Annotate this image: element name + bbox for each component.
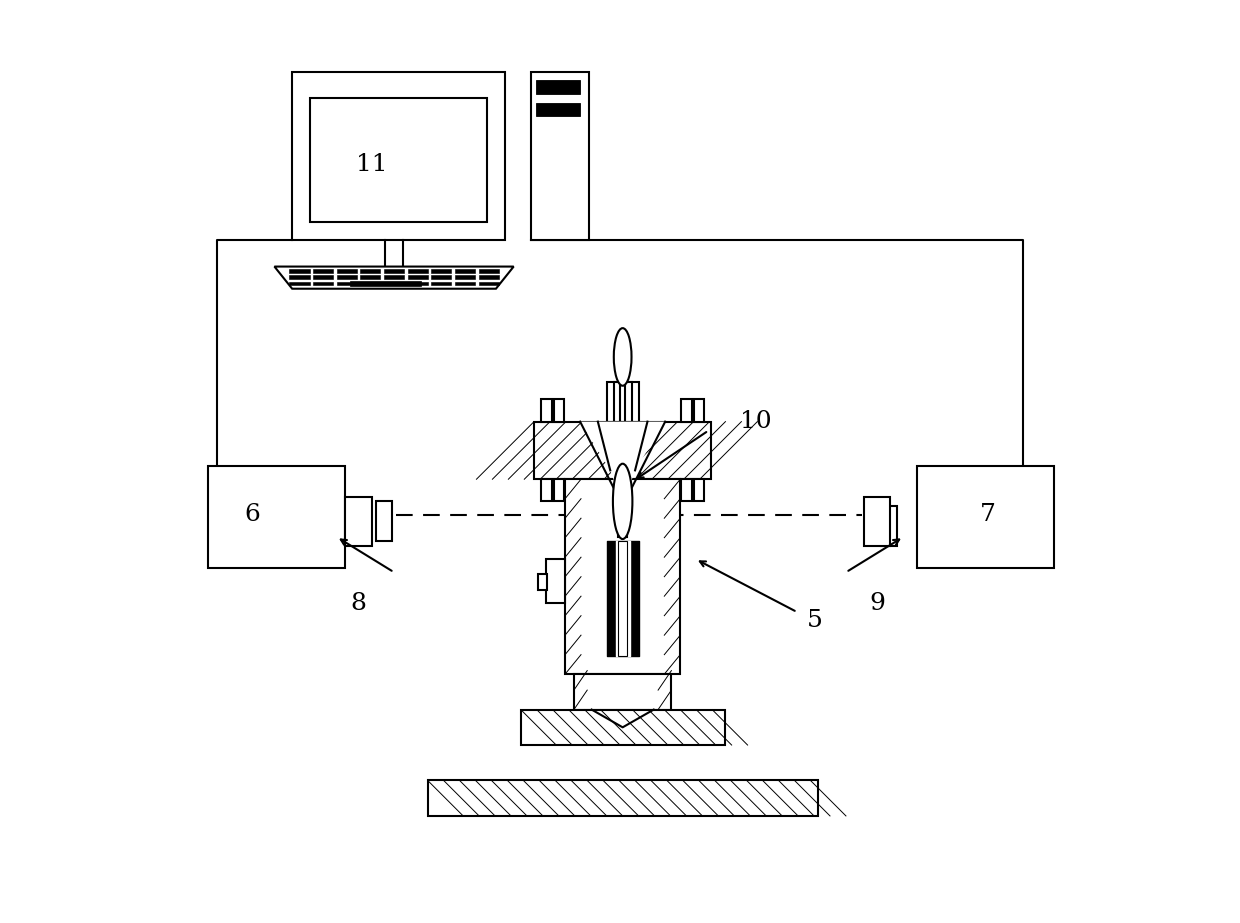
Bar (376, 501, 392, 541)
Bar (289, 275, 310, 279)
Bar (619, 541, 627, 656)
Bar (314, 282, 334, 285)
Bar (293, 72, 505, 240)
Bar (408, 270, 428, 273)
Bar (455, 282, 475, 285)
Bar (432, 270, 451, 273)
Bar (479, 275, 498, 279)
Bar (432, 282, 451, 285)
Bar (916, 466, 1054, 568)
Bar (681, 479, 692, 501)
Bar (310, 98, 487, 222)
Bar (864, 497, 890, 545)
Bar (693, 479, 704, 501)
Ellipse shape (614, 329, 631, 386)
Bar (534, 422, 712, 479)
Bar (384, 275, 404, 279)
Bar (455, 270, 475, 273)
Bar (541, 479, 552, 501)
Bar (479, 282, 498, 285)
Text: 8: 8 (351, 592, 367, 615)
Bar (546, 559, 565, 604)
Bar (428, 781, 817, 816)
Bar (574, 674, 671, 710)
Bar (337, 270, 357, 273)
Bar (350, 281, 420, 286)
Bar (565, 479, 681, 674)
Text: 6: 6 (244, 503, 260, 526)
Bar (693, 400, 704, 422)
Bar (521, 710, 724, 745)
Bar (408, 282, 428, 285)
Bar (289, 282, 310, 285)
Bar (314, 270, 334, 273)
Bar (361, 270, 381, 273)
Bar (614, 382, 631, 422)
Bar (681, 400, 692, 422)
Bar (538, 574, 547, 590)
Bar (384, 270, 404, 273)
Bar (541, 400, 552, 422)
Polygon shape (274, 267, 513, 289)
Bar (606, 382, 639, 422)
Bar (314, 275, 334, 279)
Text: 11: 11 (356, 153, 388, 176)
Bar (532, 72, 589, 240)
Bar (289, 270, 310, 273)
Bar (361, 282, 381, 285)
Text: 10: 10 (739, 410, 771, 433)
Bar (337, 275, 357, 279)
Bar (432, 275, 451, 279)
Text: 9: 9 (869, 592, 885, 615)
Polygon shape (580, 422, 665, 506)
Bar (337, 282, 357, 285)
Ellipse shape (613, 463, 632, 539)
Bar (553, 479, 564, 501)
Text: 7: 7 (980, 503, 996, 526)
Bar (882, 506, 898, 545)
Bar (455, 275, 475, 279)
Text: 5: 5 (807, 609, 823, 632)
Bar (345, 497, 372, 545)
Bar (384, 282, 404, 285)
Bar (553, 400, 564, 422)
Bar (536, 102, 580, 116)
Bar (208, 466, 345, 568)
Bar (361, 275, 381, 279)
Bar (408, 275, 428, 279)
Bar (536, 80, 580, 94)
Bar (479, 270, 498, 273)
